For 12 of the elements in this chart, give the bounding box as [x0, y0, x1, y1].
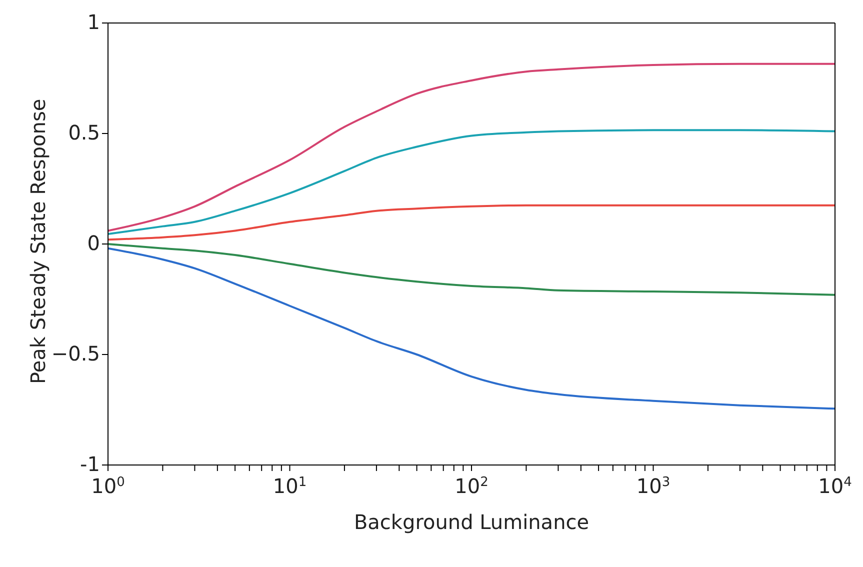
y-axis-title: Peak Steady State Response — [26, 98, 50, 384]
x-tick-label: 10$^{1}$ — [272, 474, 307, 498]
x-tick-label: 10$^{4}$ — [818, 474, 852, 498]
x-tick-label: 10$^{0}$ — [91, 474, 125, 498]
y-tick-label: −0.5 — [51, 342, 100, 366]
x-axis-title: Background Luminance — [354, 510, 590, 534]
x-tick-label: 10$^{3}$ — [636, 474, 670, 498]
y-tick-label: 0.5 — [68, 120, 100, 144]
y-tick-label: -1 — [80, 452, 100, 476]
x-tick-label: 10$^{2}$ — [454, 474, 488, 498]
y-tick-label: 0 — [87, 231, 100, 255]
y-tick-label: 1 — [87, 10, 100, 34]
